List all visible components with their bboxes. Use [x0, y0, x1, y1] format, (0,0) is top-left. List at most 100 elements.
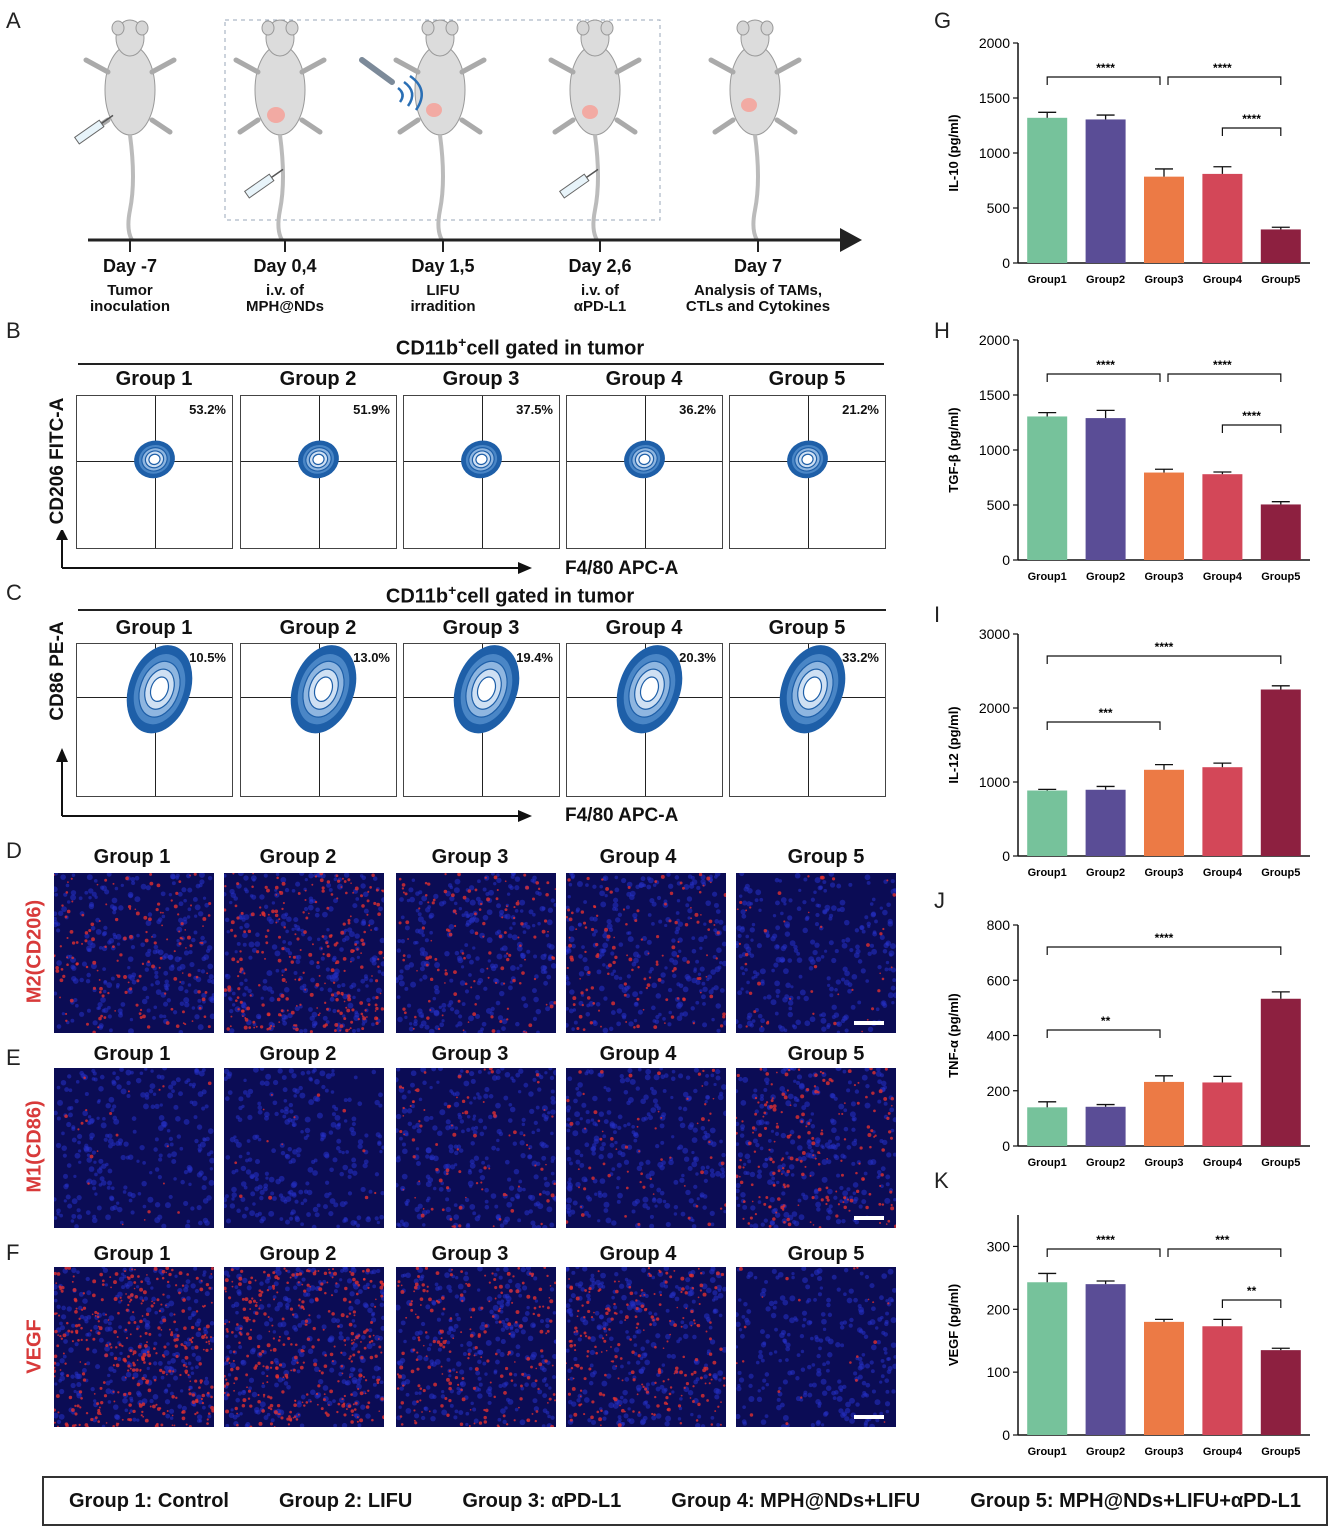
panel-label-a: A: [6, 8, 21, 33]
contour-plot: [787, 440, 828, 479]
flowC-plot-4: 20.3%: [566, 643, 723, 797]
x-tick-label: Group1: [1028, 1157, 1067, 1169]
if-micrograph: [224, 1267, 384, 1427]
bar-Group3: [1144, 769, 1184, 856]
x-tick-label: Group2: [1086, 867, 1125, 879]
panel-label-i: I: [934, 602, 941, 627]
flowC-group-header-3: Group 3: [442, 617, 520, 639]
x-tick-label: Group2: [1086, 1157, 1125, 1169]
if-micrograph: [396, 1267, 556, 1427]
flowC-group-header-2: Group 2: [279, 617, 357, 639]
if-micrograph: [54, 1267, 214, 1427]
bar-Group5: [1260, 998, 1301, 1146]
bar-Group5: [1260, 504, 1301, 560]
legend-group-5: Group 5: MPH@NDs+LIFU+αPD-L1: [970, 1489, 1301, 1512]
if-micrograph: [54, 1068, 214, 1228]
flow-b-ylabel: CD206 FITC-A: [47, 397, 68, 525]
timeline-desc-2a: i.v. of: [265, 282, 305, 299]
contour-plot: [298, 440, 339, 479]
x-tick-label: Group3: [1144, 1446, 1183, 1458]
y-tick-label: 400: [987, 1028, 1011, 1044]
if-group-header: Group 3: [431, 1243, 509, 1265]
x-tick-label: Group5: [1261, 1446, 1300, 1458]
if-micrograph: [736, 873, 896, 1033]
if-group-header: Group 4: [599, 846, 677, 868]
y-tick-label: 600: [987, 972, 1011, 988]
x-tick-label: Group3: [1144, 867, 1183, 879]
x-tick-label: Group4: [1203, 274, 1243, 286]
legend-group-4: Group 4: MPH@NDs+LIFU: [671, 1489, 921, 1512]
timeline-desc-2b: MPH@NDs: [246, 298, 324, 315]
timeline-desc-1a: Tumor: [107, 282, 153, 299]
flowC-group-header-1: Group 1: [115, 617, 193, 639]
flowC-group-header-4: Group 4: [605, 617, 683, 639]
bar-Group4: [1202, 767, 1243, 856]
y-tick-label: 2000: [979, 700, 1010, 716]
flowB-plot-5: 21.2%: [729, 395, 886, 549]
y-tick-label: 0: [1002, 848, 1010, 864]
flow-c-header-line: [78, 609, 886, 611]
bar-Group3: [1144, 176, 1184, 263]
significance-bracket: [1046, 946, 1282, 955]
y-tick-label: 1500: [979, 387, 1010, 403]
timeline-desc-5a: Analysis of TAMs,: [693, 282, 823, 299]
if-row-label-2: M1(CD86): [23, 1100, 46, 1193]
panel-a-schematic: [73, 0, 862, 252]
if-row-label-3: VEGF: [23, 1319, 46, 1374]
if-micrograph: [396, 1068, 556, 1228]
significance-bracket: [1046, 373, 1161, 382]
y-tick-label: 500: [987, 200, 1011, 216]
y-tick-label: 300: [987, 1238, 1011, 1254]
quadrant-percent: 51.9%: [353, 402, 390, 417]
if-micrograph: [736, 1068, 896, 1228]
flowC-plot-3: 19.4%: [403, 643, 560, 797]
chart-I: 0 1000 2000 3000 IL-12 (pg/ml) Group1 Group2 Gr…: [946, 626, 1310, 879]
flowB-plot-2: 51.9%: [240, 395, 397, 549]
if-group-header: Group 2: [259, 846, 337, 868]
panel-label-d: D: [6, 838, 22, 863]
significance-label: ****: [1096, 61, 1115, 75]
x-tick-label: Group5: [1261, 571, 1300, 583]
y-tick-label: 0: [1002, 552, 1010, 568]
flowB-plot-4: 36.2%: [566, 395, 723, 549]
timeline-desc-4a: i.v. of: [580, 282, 620, 299]
significance-bracket: [1221, 424, 1282, 433]
x-tick-label: Group3: [1144, 274, 1183, 286]
bar-Group2: [1085, 119, 1126, 263]
flow-b-axes-arrows: [56, 530, 532, 574]
contour-plot: [779, 645, 846, 734]
y-tick-label: 3000: [979, 626, 1010, 642]
quadrant-percent: 21.2%: [842, 402, 879, 417]
flowC-plot-5: 33.2%: [729, 643, 886, 797]
y-tick-label: 0: [1002, 1427, 1010, 1443]
flowB-group-header-1: Group 1: [115, 368, 193, 390]
bar-Group1: [1027, 790, 1068, 856]
if-group-header: Group 5: [787, 1243, 865, 1265]
flowC-plot-2: 13.0%: [240, 643, 397, 797]
y-tick-label: 1000: [979, 145, 1010, 161]
panel-label-b: B: [6, 318, 21, 343]
panel-label-j: J: [934, 888, 945, 913]
if-micrograph: [736, 1267, 896, 1427]
contour-plot: [616, 645, 683, 734]
y-tick-label: 0: [1002, 1138, 1010, 1154]
timeline-desc-3b: irradition: [410, 298, 476, 315]
bar-Group2: [1085, 789, 1126, 856]
y-axis-label: TGF-β (pg/ml): [946, 407, 961, 492]
panel-label-e: E: [6, 1045, 21, 1070]
x-tick-label: Group2: [1086, 571, 1125, 583]
significance-bracket: [1046, 1248, 1161, 1257]
contour-plot: [290, 645, 357, 734]
y-tick-label: 100: [987, 1364, 1011, 1380]
chart-H: 0 500 1000 1500 2000 TGF-β (pg/ml) Group1 Group…: [946, 332, 1310, 583]
flowC-group-header-5: Group 5: [768, 617, 846, 639]
y-tick-label: 200: [987, 1083, 1011, 1099]
x-tick-label: Group4: [1203, 1446, 1243, 1458]
significance-label: **: [1101, 1014, 1111, 1028]
x-tick-label: Group5: [1261, 1157, 1300, 1169]
legend-group-1: Group 1: Control: [69, 1489, 229, 1512]
significance-bracket: [1046, 1029, 1161, 1038]
panel-label-h: H: [934, 318, 950, 343]
x-tick-label: Group1: [1028, 1446, 1067, 1458]
